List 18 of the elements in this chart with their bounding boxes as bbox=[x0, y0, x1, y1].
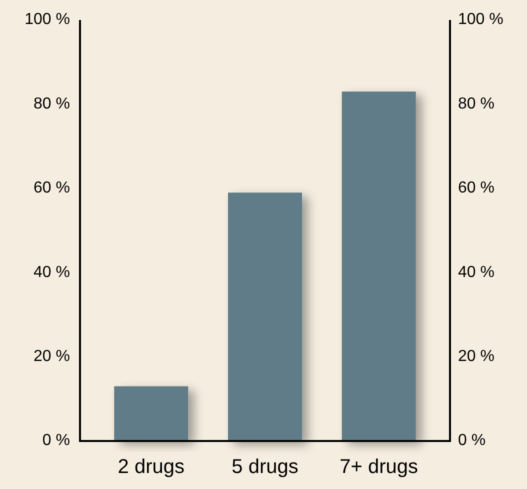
y2-tick-label: 100 % bbox=[458, 11, 504, 28]
y-tick-label: 80 % bbox=[34, 95, 70, 112]
y2-tick-label: 0 % bbox=[458, 432, 486, 450]
y-tick-label: 40 % bbox=[34, 264, 70, 281]
x-tick-label: 5 drugs bbox=[232, 456, 298, 478]
x-tick-label: 2 drugs bbox=[118, 456, 185, 478]
y2-tick-label: 80 % bbox=[458, 95, 494, 112]
y-tick-label: 60 % bbox=[34, 180, 70, 197]
y2-tick-label: 20 % bbox=[458, 348, 494, 366]
bar bbox=[228, 192, 302, 441]
x-tick-label: 7+ drugs bbox=[340, 456, 418, 478]
bar bbox=[114, 386, 188, 441]
y2-tick-label: 60 % bbox=[458, 180, 494, 197]
y-tick-label: 100 % bbox=[24, 11, 70, 28]
y2-tick-label: 40 % bbox=[458, 264, 494, 281]
bar bbox=[342, 92, 416, 441]
y-tick-label: 0 % bbox=[42, 432, 70, 450]
y-tick-label: 20 % bbox=[34, 348, 70, 366]
